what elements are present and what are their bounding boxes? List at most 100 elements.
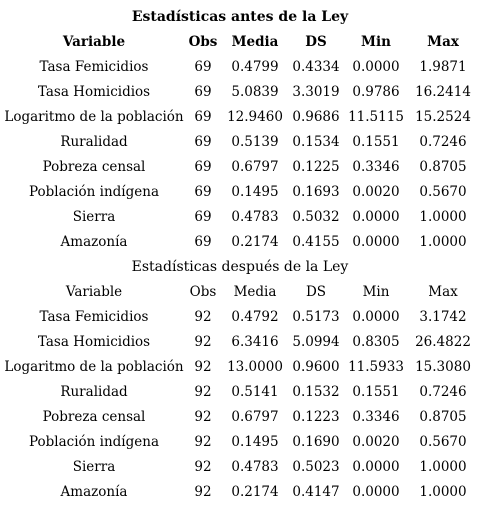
- table-cell: 0.0000: [352, 459, 400, 475]
- table-cell: 92: [194, 334, 212, 350]
- row-variable-label: Sierra: [72, 459, 116, 475]
- table-cell: 26.4822: [415, 334, 471, 350]
- table-row: Pobreza censal 92 0.6797 0.1223 0.3346 0.8705: [0, 405, 480, 430]
- table-cell: 69: [194, 109, 212, 125]
- table-cell: 0.5139: [231, 134, 279, 150]
- table-cell: 0.1495: [231, 434, 279, 450]
- table-cell: 0.0000: [352, 59, 400, 75]
- table-cell: 92: [194, 384, 212, 400]
- table-cell: 0.1225: [292, 159, 340, 175]
- table-cell: 0.5173: [292, 309, 340, 325]
- table-row: Tasa Femicidios 92 0.4792 0.5173 0.0000 3.174…: [0, 305, 480, 330]
- table-cell: 0.4783: [231, 459, 279, 475]
- row-variable-label: Ruralidad: [60, 384, 128, 400]
- row-variable-label: Pobreza censal: [42, 409, 146, 425]
- table-cell: 3.1742: [419, 309, 467, 325]
- table-cell: 0.4799: [231, 59, 279, 75]
- table-cell: 0.8705: [419, 409, 467, 425]
- table-cell: 1.0000: [419, 484, 467, 500]
- table-cell: 0.2174: [231, 484, 279, 500]
- table-cell: 5.0994: [292, 334, 340, 350]
- table-cell: 0.6797: [231, 409, 279, 425]
- header-ds: DS: [305, 284, 327, 300]
- table-cell: 0.1223: [292, 409, 340, 425]
- table-cell: 0.1690: [292, 434, 340, 450]
- table-cell: 0.0000: [352, 234, 400, 250]
- table-row: Amazonía 69 0.2174 0.4155 0.0000 1.0000: [0, 230, 480, 255]
- table-row: Logaritmo de la población 69 12.9460 0.9686…: [0, 105, 480, 130]
- table-cell: 12.9460: [227, 109, 283, 125]
- header-obs: Obs: [189, 284, 217, 300]
- table-row: Amazonía 92 0.2174 0.4147 0.0000 1.0000: [0, 480, 480, 505]
- table-cell: 0.4334: [292, 59, 340, 75]
- row-variable-label: Población indígena: [28, 184, 159, 200]
- header-variable: Variable: [62, 34, 126, 50]
- table-cell: 0.1551: [352, 134, 400, 150]
- table-cell: 0.8305: [352, 334, 400, 350]
- table-cell: 15.2524: [415, 109, 471, 125]
- table-row: Población indígena 92 0.1495 0.1690 0.0020 0.…: [0, 430, 480, 455]
- row-variable-label: Sierra: [72, 209, 116, 225]
- table-cell: 0.6797: [231, 159, 279, 175]
- table-cell: 5.0839: [231, 84, 279, 100]
- table-cell: 0.8705: [419, 159, 467, 175]
- table-cell: 1.0000: [419, 234, 467, 250]
- table-row: Tasa Femicidios 69 0.4799 0.4334 0.0000 1.987…: [0, 55, 480, 80]
- table-cell: 69: [194, 184, 212, 200]
- table-cell: 69: [194, 84, 212, 100]
- table-cell: 0.9786: [352, 84, 400, 100]
- table-row: Ruralidad 92 0.5141 0.1532 0.1551 0.7246: [0, 380, 480, 405]
- table-cell: 0.5032: [292, 209, 340, 225]
- table-cell: 6.3416: [231, 334, 279, 350]
- table-cell: 15.3080: [415, 359, 471, 375]
- header-min: Min: [362, 284, 390, 300]
- table-cell: 92: [194, 459, 212, 475]
- table-row: Población indígena 69 0.1495 0.1693 0.0020 0.…: [0, 180, 480, 205]
- table-cell: 0.7246: [419, 134, 467, 150]
- header-max: Max: [427, 34, 459, 50]
- table-row: Pobreza censal 69 0.6797 0.1225 0.3346 0.8705: [0, 155, 480, 180]
- header-obs: Obs: [188, 34, 218, 50]
- table-cell: 0.0020: [352, 184, 400, 200]
- table-cell: 11.5115: [348, 109, 404, 125]
- table-cell: 1.0000: [419, 459, 467, 475]
- row-variable-label: Tasa Homicidios: [37, 334, 151, 350]
- header-ds: DS: [305, 34, 327, 50]
- header-max: Max: [428, 284, 458, 300]
- table-title-before: Estadísticas antes de la Ley: [131, 9, 349, 25]
- table-cell: 0.0000: [352, 209, 400, 225]
- header-media: Media: [231, 34, 279, 50]
- table-row: Ruralidad 69 0.5139 0.1534 0.1551 0.7246: [0, 130, 480, 155]
- table-cell: 0.5023: [292, 459, 340, 475]
- table-row: Logaritmo de la población 92 13.0000 0.9600…: [0, 355, 480, 380]
- table-row: Tasa Homicidios 69 5.0839 3.3019 0.9786 16.24…: [0, 80, 480, 105]
- table-cell: 0.1532: [292, 384, 340, 400]
- table-cell: 0.1534: [292, 134, 340, 150]
- table-cell: 0.4155: [292, 234, 340, 250]
- row-variable-label: Logaritmo de la población: [4, 109, 184, 125]
- table-cell: 0.7246: [419, 384, 467, 400]
- table-cell: 1.0000: [419, 209, 467, 225]
- table-cell: 0.0020: [352, 434, 400, 450]
- row-variable-label: Amazonía: [60, 234, 128, 250]
- row-variable-label: Amazonía: [60, 484, 128, 500]
- table-cell: 0.3346: [352, 409, 400, 425]
- row-variable-label: Tasa Femicidios: [39, 309, 149, 325]
- table-cell: 0.1551: [352, 384, 400, 400]
- table-cell: 0.4783: [231, 209, 279, 225]
- table-row: Sierra 92 0.4783 0.5023 0.0000 1.0000: [0, 455, 480, 480]
- header-min: Min: [361, 34, 391, 50]
- table-cell: 13.0000: [227, 359, 283, 375]
- table-cell: 92: [194, 359, 212, 375]
- table-cell: 0.5670: [419, 184, 467, 200]
- table-cell: 92: [194, 409, 212, 425]
- header-row-before: Variable Obs Media DS Min Max: [0, 30, 480, 55]
- table-cell: 69: [194, 134, 212, 150]
- table-cell: 0.9686: [292, 109, 340, 125]
- row-variable-label: Población indígena: [28, 434, 159, 450]
- table-cell: 3.3019: [292, 84, 340, 100]
- header-media: Media: [233, 284, 277, 300]
- row-variable-label: Tasa Homicidios: [37, 84, 151, 100]
- table-cell: 69: [194, 209, 212, 225]
- table-cell: 0.9600: [292, 359, 340, 375]
